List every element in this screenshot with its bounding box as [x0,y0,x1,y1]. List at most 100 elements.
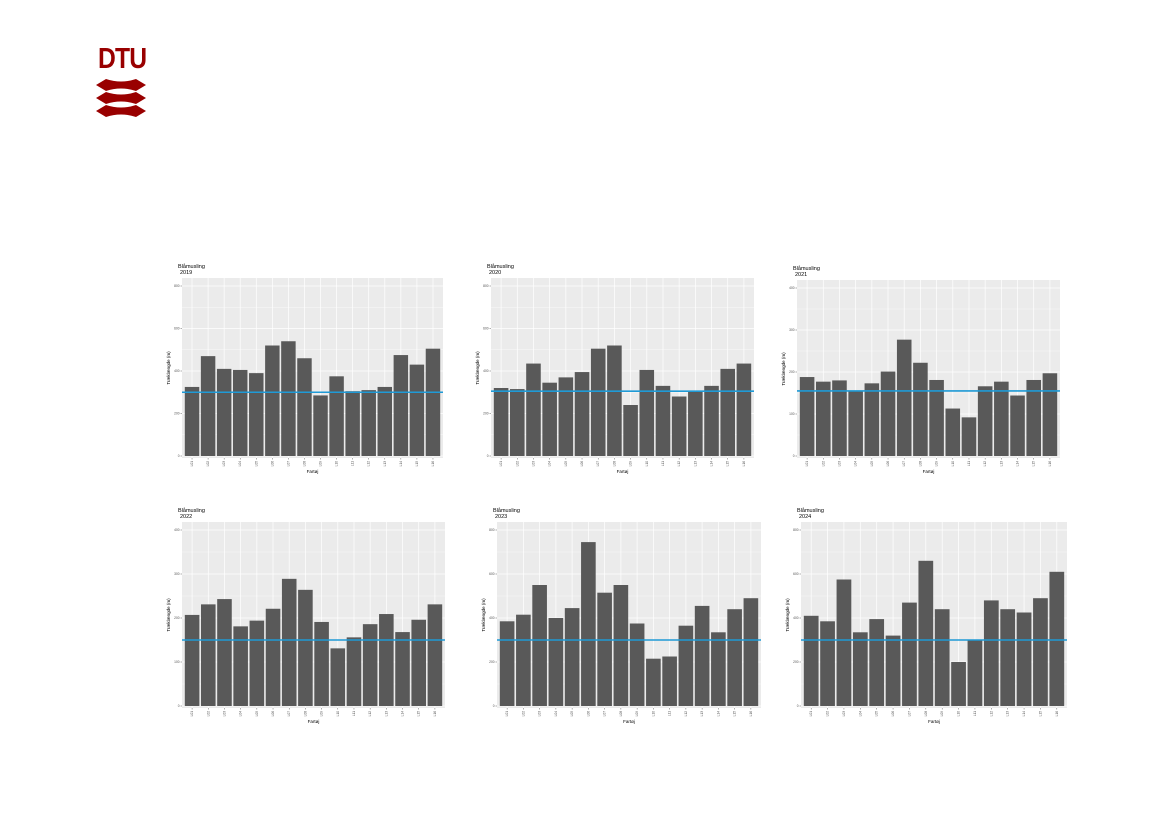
bar [184,614,200,706]
bar [249,620,265,706]
bar [379,614,394,706]
bar [590,348,606,456]
y-tick-label: 200 [174,412,180,416]
bar [951,662,966,706]
x-tick-label: L04 [548,461,552,467]
x-axis-title: Fartøj [617,469,629,474]
y-tick-label: 0 [178,454,180,458]
y-tick-label: 800 [793,528,799,532]
bar [362,624,378,706]
bar [869,619,885,706]
chart-2024: Blåmusling 2024 0 200 400 600 800 L01 L02 L03 L04 L… [783,506,1071,732]
x-tick-label: L06 [580,461,584,467]
bar [377,386,393,456]
y-tick-label: 400 [793,616,799,620]
x-tick-label: L09 [319,461,323,467]
bar [613,585,629,706]
x-tick-label: L10 [951,461,955,467]
bar [281,341,296,456]
x-tick-label: L05 [570,711,574,717]
logo-wordmark: DTU [98,43,147,75]
x-tick-label: L09 [935,461,939,467]
chart-title: Blåmusling 2021 [793,265,820,278]
x-tick-label: L11 [661,461,665,466]
y-tick-label: 200 [483,412,489,416]
bar [929,379,944,456]
x-tick-label: L13 [999,461,1003,467]
chart-title-line: 2021 [795,272,807,278]
bar [736,363,752,456]
chart-svg: Blåmusling 2020 0 200 400 600 800 L01 L02 L03 L04 L… [475,263,754,474]
bar [564,608,580,706]
bar [597,592,612,706]
bar [499,621,515,706]
y-tick-label: 400 [174,369,180,373]
x-tick-label: L03 [538,711,542,717]
x-tick-label: L03 [837,461,841,467]
x-axis-title: Fartøj [923,469,935,474]
bar [815,381,831,456]
chart-svg: Blåmusling 2019 0 200 400 600 800 L01 L02 L03 L04 L… [166,263,443,474]
bar [217,599,232,706]
chart-title-line: Blåmusling [178,263,205,270]
bar [977,386,993,456]
y-tick-label: 200 [174,616,180,620]
y-tick-label: 200 [789,370,795,374]
bar [918,560,934,706]
bar [678,625,694,706]
y-tick-label: 0 [797,704,799,708]
y-axis-title: Træklængde (m) [785,598,790,632]
bar [493,388,509,456]
x-tick-label: L15 [417,711,421,717]
bar [743,598,759,706]
x-tick-label: L16 [433,711,437,717]
bar [852,632,868,706]
x-tick-label: L02 [206,711,210,717]
chart-title-line: Blåmusling [178,507,205,514]
x-tick-label: L10 [336,711,340,717]
x-tick-label: L04 [858,711,862,717]
y-tick-label: 0 [487,454,489,458]
bar [799,377,815,456]
bar [548,618,564,706]
y-tick-label: 600 [483,327,489,331]
x-tick-label: L06 [270,461,274,467]
y-axis-title: Træklængde (m) [781,352,786,386]
bar [558,377,574,456]
x-tick-label: L12 [684,711,688,717]
bar [803,615,819,706]
x-tick-label: L09 [635,711,639,717]
x-tick-label: L12 [367,461,371,467]
x-tick-label: L15 [1032,461,1036,467]
y-tick-label: 800 [174,284,180,288]
x-tick-label: L10 [335,461,339,467]
x-tick-label: L07 [902,461,906,467]
bar [671,396,687,456]
bar [880,371,896,456]
y-tick-label: 400 [174,528,180,532]
bar [233,626,248,706]
x-tick-label: L02 [515,461,519,467]
x-tick-label: L10 [651,711,655,717]
bar [265,345,280,456]
bar [216,368,232,456]
y-tick-label: 300 [174,572,180,576]
bar [1042,373,1058,456]
bar [646,658,661,706]
x-tick-label: L04 [554,711,558,717]
bar [896,339,912,456]
chart-2023: Blåmusling 2023 0 200 400 600 800 L01 L02 L03 L04 L… [479,506,765,732]
x-tick-label: L14 [710,461,714,467]
x-tick-label: L12 [983,461,987,467]
x-tick-label: L08 [918,461,922,467]
x-tick-label: L03 [222,711,226,717]
bar [934,609,950,706]
chart-svg: Blåmusling 2021 0 100 200 300 400 L01 L02 L03 L04 L… [781,265,1060,474]
x-tick-label: L01 [190,711,194,717]
x-tick-label: L12 [677,461,681,467]
bar [265,608,281,706]
x-tick-label: L12 [989,711,993,717]
x-tick-label: L02 [826,711,830,717]
bar [711,632,726,706]
x-tick-label: L14 [1016,461,1020,467]
